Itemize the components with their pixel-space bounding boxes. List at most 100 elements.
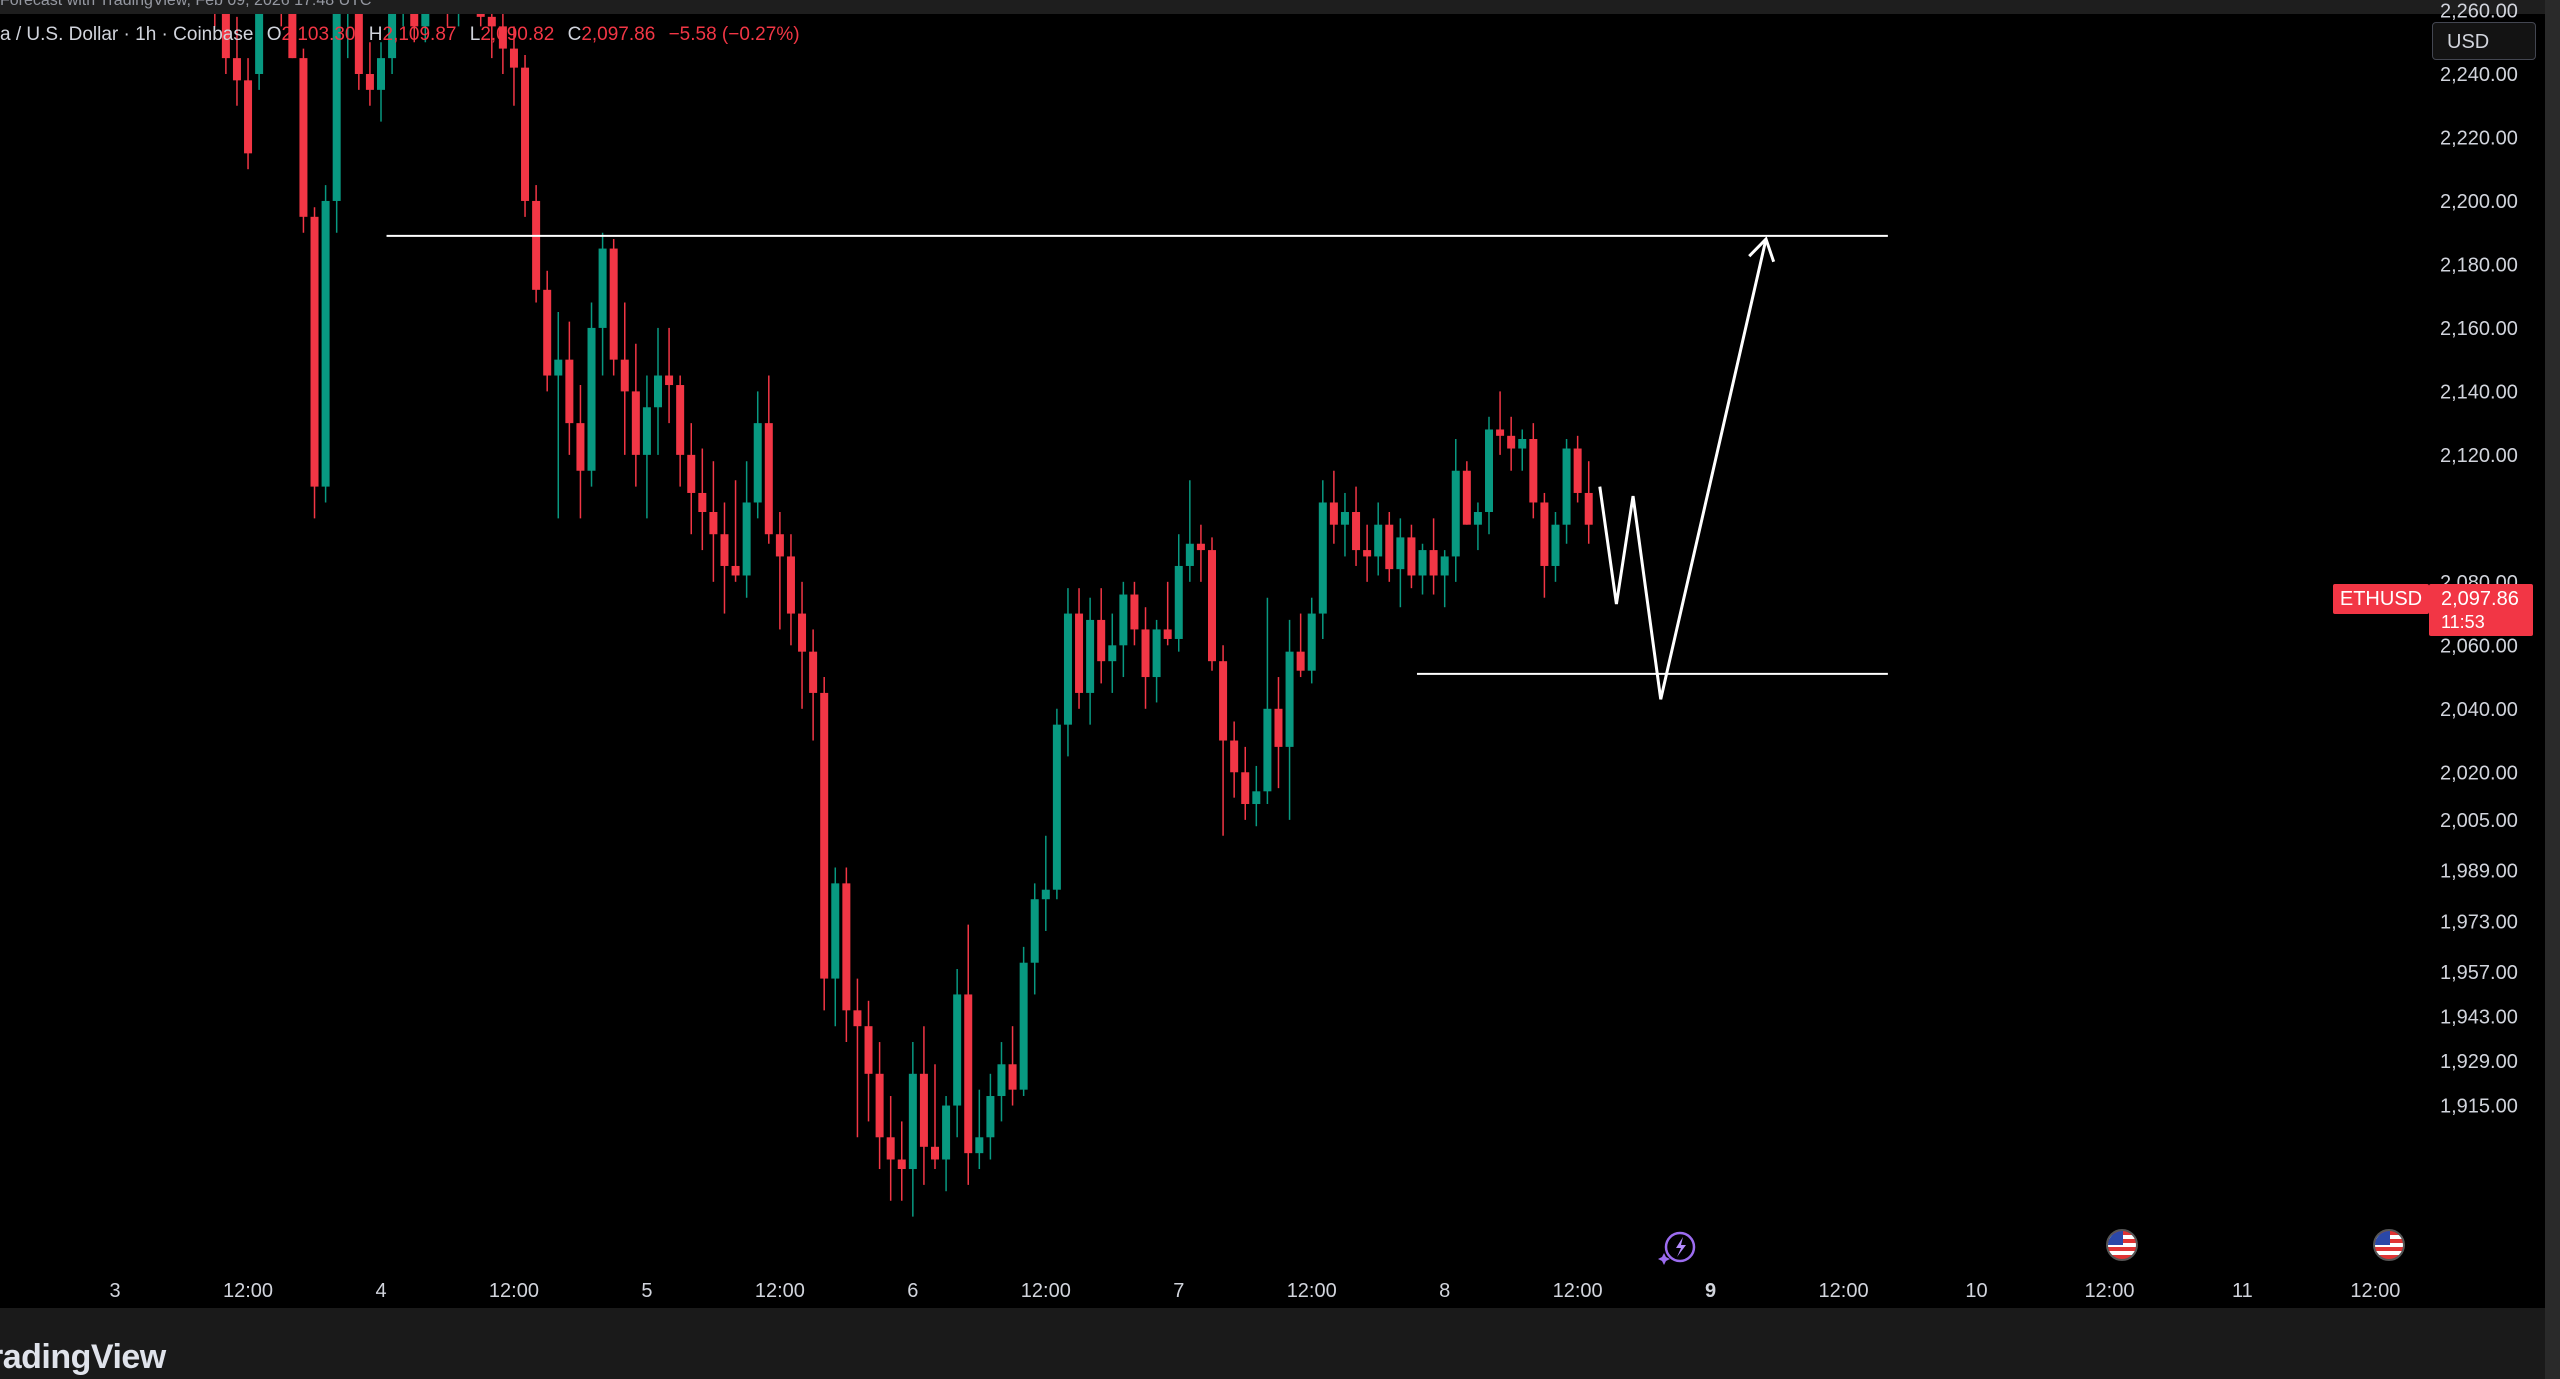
price-tick-label: 1,929.00 [2440,1051,2518,1073]
candle-body [1462,470,1471,525]
price-tick-label: 2,060.00 [2440,635,2518,657]
candle-body [786,556,795,614]
candle-body [1285,651,1294,747]
candle-body [244,80,253,154]
candle-body [377,58,385,90]
candle-body [731,565,740,576]
candle-body [953,994,962,1106]
candle-body [509,48,518,68]
last-price-tag: 2,097.86 11:53 [2429,584,2533,636]
candle-body [487,16,496,27]
price-tick-label: 2,260.00 [2440,1,2518,23]
candle-body [931,1146,939,1160]
price-tick-label: 2,020.00 [2440,762,2518,784]
candle-body [498,26,507,49]
candle-body [521,67,530,201]
candle-body [476,14,485,17]
candle-body [1075,613,1084,693]
time-tick-label: 9 [1705,1280,1716,1302]
candle-body [255,14,264,74]
candle-body [1540,502,1549,566]
us-flag-icon[interactable] [2106,1229,2138,1261]
currency-button[interactable]: USD [2432,22,2536,60]
candle-body [1496,429,1505,436]
open-label: O [266,24,282,45]
candle-body [1185,543,1194,566]
candle-body [631,391,640,455]
candle-body [388,14,397,59]
candle-body [897,1159,906,1170]
candle-body [1296,651,1305,671]
candle-body [698,492,707,513]
candle-body [421,14,430,27]
candle-body [609,248,618,360]
time-tick-label: 3 [110,1280,121,1302]
price-tick-label: 1,957.00 [2440,962,2518,984]
time-tick-label: 11 [2232,1280,2253,1302]
candle-body [1340,512,1349,525]
candle-body [798,613,807,652]
candle-body [365,73,374,90]
candle-body [676,385,685,455]
candle-body [1329,502,1338,525]
candle-body [543,289,552,376]
header-partial-text: Forecast with TradingView, Feb 09, 2026 … [0,0,372,9]
open-value: 2,103.30 [281,24,356,45]
candle-body [642,407,651,455]
candle-body [1130,594,1139,630]
candle-body [720,534,729,566]
price-tick-label: 1,943.00 [2440,1007,2518,1029]
candle-body [1030,899,1039,963]
candle-body [232,58,241,81]
candle-body [299,58,308,217]
candle-body [1274,708,1283,747]
right-scrollbar[interactable] [2545,0,2560,1379]
low-label: L [469,24,481,45]
candle-body [1230,740,1239,773]
candle-body [1219,661,1228,741]
candle-body [1573,448,1582,493]
candle-body [654,375,662,408]
candle-body [1307,613,1316,671]
change-value: −5.58 (−0.27%) [668,24,800,45]
time-tick-label: 10 [1965,1280,1987,1302]
candle-body [975,1137,984,1154]
candle-body [1152,629,1161,678]
candle-body [587,327,596,471]
candles-group [214,0,1593,1217]
candle-body [820,692,829,979]
candle-body [310,216,319,487]
candle-body [1418,550,1427,576]
price-tick-label: 2,200.00 [2440,191,2518,213]
candle-body [687,454,696,493]
candle-body [1407,537,1416,576]
bar-countdown: 11:53 [2441,612,2485,632]
candle-body [1385,524,1394,570]
candle-body [399,0,407,11]
price-axis[interactable] [2427,14,2545,1308]
candle-body [455,0,463,4]
price-tick-label: 2,040.00 [2440,699,2518,721]
candle-body [742,502,751,576]
candle-body [1252,791,1261,805]
high-value: 2,109.87 [382,24,457,45]
candle-body [1241,772,1250,805]
candle-body [1318,502,1327,614]
candle-body [1019,962,1028,1090]
candle-body [354,14,363,74]
price-tick-label: 2,160.00 [2440,318,2518,340]
lightning-sparkle-icon[interactable] [1658,1229,1698,1265]
candle-body [1562,448,1571,525]
candle-body [321,200,330,487]
candle-body [1529,439,1538,503]
candle-body [344,0,352,11]
symbol-legend: a / U.S. Dollar · 1h · Coinbase O2,103.3… [0,24,800,46]
candle-body [665,375,674,386]
candle-body [1507,435,1516,449]
price-tick-label: 2,240.00 [2440,64,2518,86]
candle-body [1163,629,1172,639]
candle-body [831,883,840,979]
us-flag-icon[interactable] [2373,1229,2405,1261]
low-value: 2,090.82 [480,24,555,45]
